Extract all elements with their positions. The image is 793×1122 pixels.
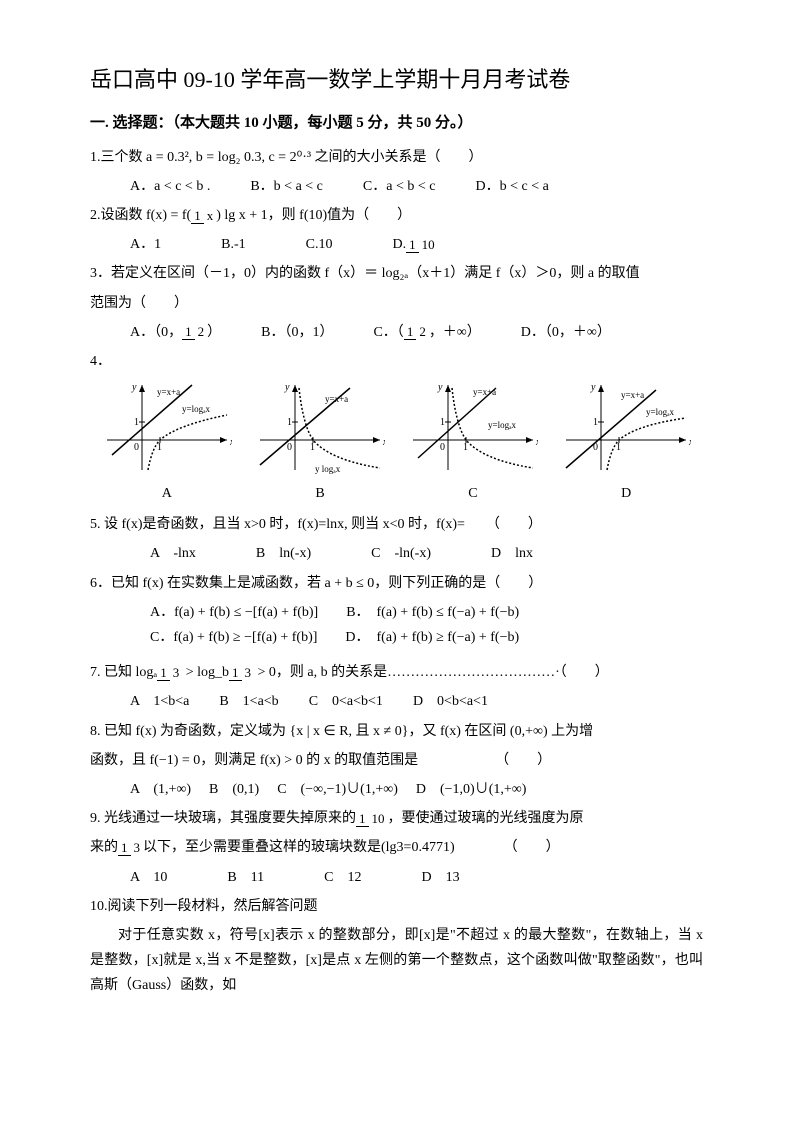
section-heading: 一. 选择题：（本大题共 10 小题，每小题 5 分，共 50 分。） (90, 110, 703, 137)
svg-text:1: 1 (134, 417, 139, 428)
svg-text:y: y (131, 382, 137, 393)
q8-stem1: 8. 已知 f(x) 为奇函数，定义域为 {x | x ∈ R, 且 x ≠ 0… (90, 719, 703, 744)
q2-stem: 2.设函数 f(x) = f(1x) lg x + 1，则 f(10)值为（ ） (90, 203, 703, 228)
q1-opt-b: B．b < a < c (250, 174, 323, 199)
svg-text:x: x (688, 437, 691, 448)
q2-prefix: 2.设函数 f(x) = f( (90, 208, 191, 223)
q6-opt-c: C．f(a) + f(b) ≥ −[f(a) + f(b)] (150, 630, 317, 645)
svg-text:1: 1 (463, 442, 468, 453)
svg-text:1: 1 (310, 442, 315, 453)
q7-opt-b: B 1<a<b (219, 689, 278, 714)
q6-opt-a: A．f(a) + f(b) ≤ −[f(a) + f(b)] (150, 605, 318, 620)
q2-opt-c: C.10 (306, 232, 333, 257)
q9-stem2: 来的13以下，至少需要重叠这样的玻璃块数是(lg3=0.4771) （ ） (90, 835, 703, 860)
q8-opt-c: C (−∞,−1)∪(1,+∞) (277, 777, 398, 802)
q9-options: A 10 B 11 C 12 D 13 (130, 865, 703, 890)
q7-stem: 7. 已知 logₐ13 > log_b13 > 0，则 a, b 的关系是……… (90, 660, 703, 685)
q5-opt-b: B ln(-x) (256, 541, 311, 566)
svg-text:y: y (284, 382, 290, 393)
q2-opt-d: D.110 (392, 232, 437, 257)
svg-text:x: x (229, 437, 232, 448)
q3-opt-b: B．（0，1） (261, 320, 333, 345)
svg-text:y: y (437, 382, 443, 393)
q2-mid: ) lg x + 1，则 f(10)值为（ ） (216, 208, 411, 223)
svg-text:y=x+a: y=x+a (473, 387, 496, 397)
svg-text:x: x (382, 437, 385, 448)
q9-opt-c: C 12 (324, 865, 361, 890)
q4-stem: 4． (90, 349, 703, 374)
svg-text:y: y (590, 382, 596, 393)
q5-stem: 5. 设 f(x)是奇函数，且当 x>0 时，f(x)=lnx, 则当 x<0 … (90, 512, 703, 537)
q4-label-a: A (162, 481, 172, 506)
q7-options: A 1<b<a B 1<a<b C 0<a<b<1 D 0<b<a<1 (130, 689, 703, 714)
q6-stem: 6．已知 f(x) 在实数集上是减函数，若 a + b ≤ 0，则下列正确的是（… (90, 571, 703, 596)
q7-opt-c: C 0<a<b<1 (309, 689, 383, 714)
q1-opt-a: A．a < c < b . (130, 174, 210, 199)
q7-opt-d: D 0<b<a<1 (413, 689, 488, 714)
q4-graph-d: x y 0 1 1 y=x+a y=logₐx (561, 380, 691, 475)
svg-text:y logₐx: y logₐx (315, 464, 341, 474)
q4-graph-b: x y 0 1 1 y=x+a y logₐx (255, 380, 385, 475)
svg-text:1: 1 (287, 417, 292, 428)
q6-opt-b: B． f(a) + f(b) ≤ f(−a) + f(−b) (346, 605, 519, 620)
q3-stem1: 3．若定义在区间（－1，0）内的函数 f（x）＝ log₂ₐ（x＋1）满足 f（… (90, 261, 703, 286)
q9-opt-a: A 10 (130, 865, 167, 890)
q10-stem: 10.阅读下列一段材料，然后解答问题 (90, 894, 703, 919)
q9-stem1: 9. 光线通过一块玻璃，其强度要失掉原来的110，要使通过玻璃的光线强度为原 (90, 806, 703, 831)
q8-opt-b: B (0,1) (209, 777, 259, 802)
q1-opt-c: C．a < b < c (363, 174, 436, 199)
svg-text:y=x+a: y=x+a (621, 390, 644, 400)
q4-label-b: B (315, 481, 324, 506)
q3-opt-c: C．（12，＋∞） (373, 320, 480, 345)
q4-labels: A B C D (90, 481, 703, 506)
q4-graph-a: x y 0 1 1 y=x+a y=logₐx (102, 380, 232, 475)
svg-text:x: x (535, 437, 538, 448)
svg-text:0: 0 (440, 442, 445, 453)
frac-1-over-x: 1x (191, 209, 216, 223)
q5-opt-c: C -ln(-x) (371, 541, 431, 566)
q9-opt-b: B 11 (227, 865, 264, 890)
q1-stem: 1.三个数 a = 0.3², b = log₂ 0.3, c = 2⁰·³ 之… (90, 145, 703, 170)
q4-graph-c: x y 0 1 1 y=x+a y=logₐx (408, 380, 538, 475)
q7-opt-a: A 1<b<a (130, 689, 189, 714)
svg-text:y=logₐx: y=logₐx (488, 420, 517, 430)
q8-opt-a: A (1,+∞) (130, 777, 191, 802)
q4-label-d: D (621, 481, 631, 506)
q8-options: A (1,+∞) B (0,1) C (−∞,−1)∪(1,+∞) D (−1,… (130, 777, 703, 802)
svg-text:y=x+a: y=x+a (157, 387, 180, 397)
q3-options: A．（0，12） B．（0，1） C．（12，＋∞） D．（0，＋∞） (130, 320, 703, 345)
q2-opt-a: A．1 (130, 232, 161, 257)
q1-opt-d: D．b < c < a (475, 174, 548, 199)
svg-text:1: 1 (593, 417, 598, 428)
svg-text:0: 0 (287, 442, 292, 453)
q5-opt-d: D lnx (491, 541, 533, 566)
q3-opt-a: A．（0，12） (130, 320, 221, 345)
svg-text:y=logₐx: y=logₐx (646, 407, 675, 417)
q3-opt-d: D．（0，＋∞） (521, 320, 611, 345)
q4-graphs: x y 0 1 1 y=x+a y=logₐx x y 0 1 1 y=x+a … (90, 380, 703, 475)
q3-stem2: 范围为（ ） (90, 291, 703, 316)
svg-text:1: 1 (440, 417, 445, 428)
q5-opt-a: A -lnx (150, 541, 196, 566)
q2-opt-b: B.-1 (221, 232, 246, 257)
svg-text:0: 0 (134, 442, 139, 453)
q8-opt-d: D (−1,0)∪(1,+∞) (416, 777, 527, 802)
q4-label-c: C (468, 481, 477, 506)
q8-stem2: 函数，且 f(−1) = 0，则满足 f(x) > 0 的 x 的取值范围是 （… (90, 748, 703, 773)
exam-title: 岳口高中 09-10 学年高一数学上学期十月月考试卷 (90, 60, 703, 100)
q9-opt-d: D 13 (422, 865, 460, 890)
q10-para: 对于任意实数 x，符号[x]表示 x 的整数部分，即[x]是"不超过 x 的最大… (90, 923, 703, 999)
svg-text:y=logₐx: y=logₐx (182, 404, 211, 414)
q5-options: A -lnx B ln(-x) C -ln(-x) D lnx (150, 541, 703, 566)
q6-opt-d: D． f(a) + f(b) ≥ f(−a) + f(−b) (345, 630, 519, 645)
svg-text:y=x+a: y=x+a (325, 394, 348, 404)
q1-options: A．a < c < b . B．b < a < c C．a < b < c D．… (130, 174, 703, 199)
q2-options: A．1 B.-1 C.10 D.110 (130, 232, 703, 257)
q6-options: A．f(a) + f(b) ≤ −[f(a) + f(b)] B． f(a) +… (150, 600, 703, 650)
